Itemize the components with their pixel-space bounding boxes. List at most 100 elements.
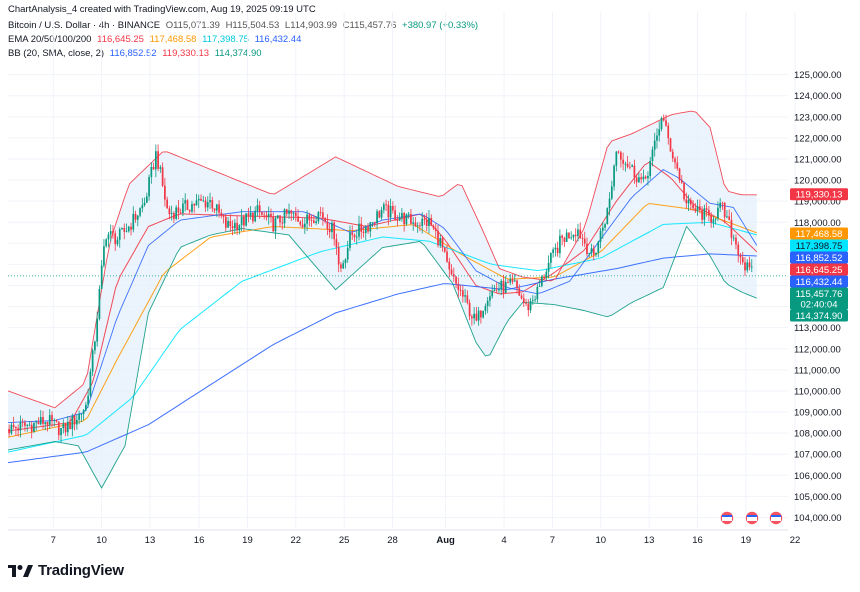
candle-body [543,276,545,278]
candle-body [550,252,552,263]
candle [728,209,731,221]
candle-body [222,215,225,217]
candle-body [520,295,523,299]
candle-body [136,215,139,220]
candle-body [186,200,189,210]
candle-body [85,404,87,411]
candle-body [739,255,742,258]
candle [502,274,505,299]
symbol-title[interactable]: Bitcoin / U.S. Dollar · 4h · BINANCE [8,20,161,31]
candle [658,121,661,142]
candle-body [540,276,543,286]
candle [168,205,171,220]
candle-body [482,310,485,318]
candle-body [191,204,193,212]
ema20-value: 116,645.25 [97,34,144,45]
candle [554,243,557,257]
candle [71,413,74,437]
candle [565,228,568,243]
candle [513,273,516,282]
candle [538,280,541,287]
candle [33,422,35,433]
y-tick-label: 119,000.00 [794,197,841,208]
y-tick-label: 104,000.00 [794,513,842,524]
candle-body [640,177,643,180]
ema-legend[interactable]: EMA 20/50/100/200 116,645.25 117,468.58 … [8,34,304,46]
candle-body [489,296,491,301]
candle-body [35,421,38,423]
candle-body [292,212,295,214]
candle-body [297,216,299,222]
candle [694,203,697,213]
candle [446,244,448,263]
price-label-bg [790,188,848,201]
tradingview-logo[interactable]: TradingView [8,562,124,579]
price-labels: 119,330.13 117,468.58117,398.75116,852.52… [790,188,848,322]
candle [285,208,288,217]
candle [195,193,198,206]
candle-body [396,220,399,222]
candle-body [651,149,654,162]
y-tick-label: 125,000.00 [794,70,842,81]
candle-body [554,247,557,250]
ohlc-low: L114,903.99 [284,20,338,31]
candle [346,240,349,263]
candle [459,285,462,297]
candle-body [15,426,17,429]
candle-body [89,371,92,396]
candle-body [360,223,363,232]
candle [726,210,728,219]
candle-body [62,423,65,429]
x-tick-label: 13 [145,535,156,546]
candle-body [243,216,245,226]
flag-icon[interactable] [719,510,735,526]
candle-body [617,151,620,153]
candle-body [166,199,168,209]
candle-body [313,220,315,224]
candle [21,418,24,428]
candle-body [649,161,652,176]
line-ema-20 [7,161,758,432]
candle [177,199,180,220]
candle-body [568,232,570,239]
candle-body [276,215,279,219]
candle [482,310,485,319]
candle [561,234,564,246]
candle [220,208,223,219]
flag-icon[interactable] [744,510,760,526]
bb-legend[interactable]: BB (20, SMA, close, 2) 116,852.52 119,33… [8,48,265,60]
candle-body [274,218,277,232]
candle [577,223,579,242]
candle-body [516,280,518,289]
x-tick-label: 10 [96,535,107,546]
candle-body [622,159,624,164]
candle [80,413,83,423]
candle-body [599,230,602,242]
candle-body [12,424,15,427]
candle-body [484,306,487,311]
candle [263,211,266,220]
candle-body [105,239,108,247]
candle-body [491,290,494,297]
time-axis[interactable]: 7 10 13 16 19 22 25 28 Aug 4 7 10 13 16 19 22 [8,529,800,546]
price-label: 116,645.25 [790,263,848,276]
bb-basis-value: 116,852.52 [109,48,157,59]
candle [405,213,408,226]
candle [148,174,150,201]
candle-body [461,290,464,297]
event-icons[interactable] [719,510,784,526]
y-tick-label: 113,000.00 [794,323,841,334]
ema100-value: 117,398.75 [202,34,249,45]
bb-lower-value: 114,374.90 [214,48,262,59]
candle [430,214,433,227]
candle [633,159,636,184]
candle [213,208,216,214]
flag-icon[interactable] [768,510,784,526]
candle [380,206,383,220]
candle-body [272,216,275,232]
candle-body [229,221,232,227]
candle-body [676,162,679,169]
candle [568,232,570,239]
candle [665,114,667,127]
